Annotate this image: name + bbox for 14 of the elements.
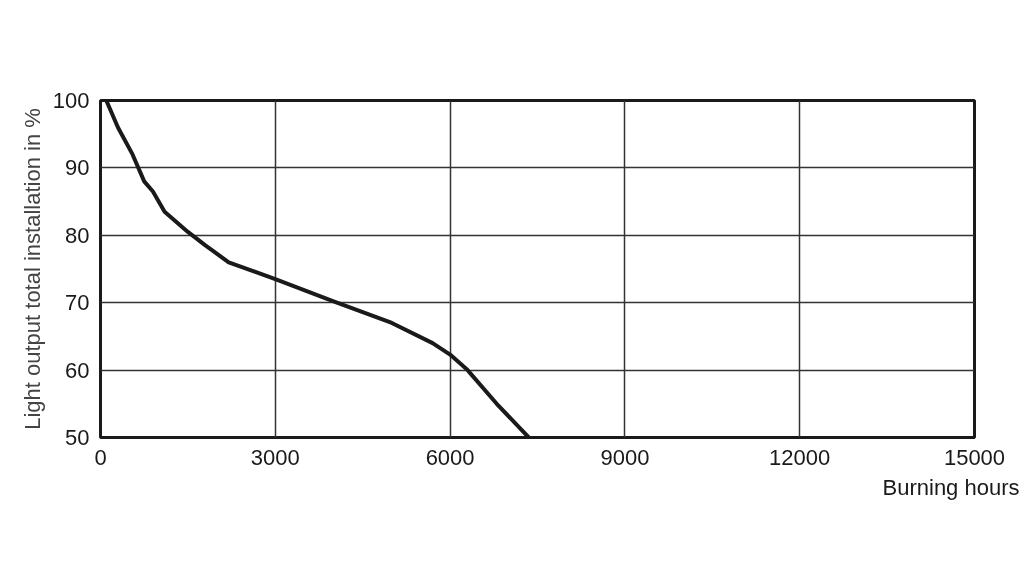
x-tick-label: 3000 [250,444,300,470]
y-tick-label: 90 [65,155,90,181]
x-tick-label: 6000 [425,444,475,470]
y-tick-label: 60 [65,357,90,383]
x-axis-title: Burning hours [882,474,1020,500]
x-tick-label: 15000 [943,444,1006,470]
y-axis-title: Light output total installation in % [19,108,45,430]
y-tick-label: 70 [65,290,90,316]
x-tick-label: 9000 [600,444,650,470]
y-tick-label: 50 [65,425,90,450]
y-tick-label: 100 [52,88,90,113]
y-tick-label: 80 [65,222,90,248]
x-tick-label: 12000 [769,444,831,470]
x-tick-label: 0 [94,444,107,470]
